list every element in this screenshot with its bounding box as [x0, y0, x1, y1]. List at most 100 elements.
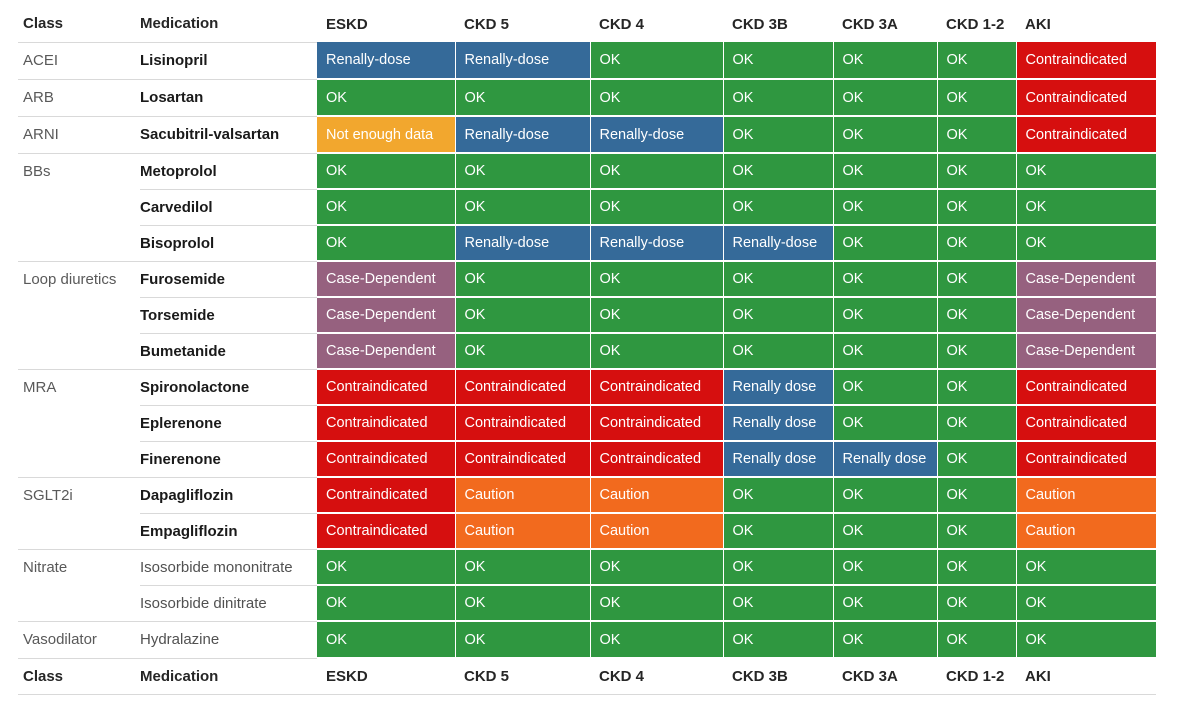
status-cell-ok: OK — [723, 189, 834, 226]
table-row: Bisoprolol OK Renally-dose Renally-dose Rena… — [18, 225, 1157, 262]
table-row: Nitrate Isosorbide mononitrate OK OK OK OK OK O… — [18, 549, 1157, 622]
status-cell-ok: OK — [833, 549, 938, 586]
status-cell-renal: Renally-dose — [455, 116, 591, 154]
table-row: Isosorbide dinitrate OK OK OK OK OK OK OK — [18, 585, 1157, 622]
medication-cell: Metoprolol — [140, 153, 317, 190]
status-cell-ok: OK — [723, 42, 834, 80]
status-cell-ok: OK — [937, 79, 1017, 117]
class-cell: BBs — [18, 153, 140, 262]
class-cell: SGLT2i — [18, 477, 140, 550]
class-cell: ACEI — [18, 42, 140, 80]
status-cell-caution: Caution — [590, 477, 724, 514]
status-cell-ok: OK — [317, 549, 456, 586]
table-row: ARNI Sacubitril-valsartan Not enough data R… — [18, 116, 1157, 154]
status-cell-ok: OK — [317, 79, 456, 117]
table-row: Loop diuretics Furosemide Case-Dependent OK… — [18, 261, 1157, 370]
medication-cell: Empagliflozin — [140, 513, 317, 550]
status-cell-ok: OK — [833, 116, 938, 154]
status-cell-ok: OK — [1016, 549, 1157, 586]
status-cell-ok: OK — [723, 297, 834, 334]
status-cell-ok: OK — [723, 477, 834, 514]
status-cell-ok: OK — [937, 369, 1017, 406]
table-body: ACEI Lisinopril Renally-dose Renally-dose OK… — [18, 42, 1157, 659]
status-cell-ok: OK — [723, 116, 834, 154]
status-cell-ok: OK — [937, 297, 1017, 334]
status-cell-contra: Contraindicated — [317, 441, 456, 478]
status-cell-ok: OK — [833, 79, 938, 117]
medication-cell: Losartan — [140, 79, 317, 117]
status-cell-ok: OK — [937, 549, 1017, 586]
footer-ckd5: CKD 5 — [455, 658, 590, 695]
status-cell-case: Case-Dependent — [1016, 261, 1157, 298]
status-cell-renal: Renally dose — [723, 441, 834, 478]
footer-class: Class — [18, 658, 140, 695]
header-ckd4: CKD 4 — [599, 15, 645, 33]
status-cell-caution: Caution — [455, 513, 591, 550]
status-cell-ok: OK — [723, 153, 834, 190]
status-cell-contra: Contraindicated — [317, 369, 456, 406]
status-cell-case: Case-Dependent — [317, 333, 456, 370]
status-cell-ok: OK — [833, 369, 938, 406]
medication-cell: Sacubitril-valsartan — [140, 116, 317, 154]
status-cell-contra: Contraindicated — [590, 441, 724, 478]
table-row: SGLT2i Dapagliflozin Contraindicated Cautio… — [18, 477, 1157, 550]
table-row: Eplerenone Contraindicated Contraindicated… — [18, 405, 1157, 442]
status-cell-ok: OK — [723, 79, 834, 117]
status-cell-ok: OK — [1016, 153, 1157, 190]
status-cell-contra: Contraindicated — [455, 441, 591, 478]
table-row: BBs Metoprolol OK OK OK OK OK OK OK — [18, 153, 1157, 262]
status-cell-ok: OK — [723, 549, 834, 586]
class-cell: Vasodilator — [18, 621, 140, 659]
header-row: Class Medication ESKD CKD 5 CKD 4 CKD 3B… — [18, 6, 1156, 43]
medication-cell: Finerenone — [140, 441, 317, 478]
status-cell-ok: OK — [937, 153, 1017, 190]
status-cell-contra: Contraindicated — [590, 405, 724, 442]
status-cell-ok: OK — [723, 333, 834, 370]
status-cell-ok: OK — [590, 621, 724, 659]
table-row: MRA Spironolactone Contraindicated Contrain… — [18, 369, 1157, 478]
status-cell-contra: Contraindicated — [317, 513, 456, 550]
status-cell-ok: OK — [590, 42, 724, 80]
status-cell-case: Case-Dependent — [317, 297, 456, 334]
status-cell-ok: OK — [590, 297, 724, 334]
status-cell-contra: Contraindicated — [1016, 405, 1157, 442]
footer-ckd4: CKD 4 — [590, 658, 723, 695]
status-cell-ok: OK — [590, 79, 724, 117]
status-cell-ok: OK — [833, 189, 938, 226]
table-footer: Class Medication ESKD CKD 5 CKD 4 CKD 3B… — [18, 658, 1156, 695]
table-header: Class Medication ESKD CKD 5 CKD 4 CKD 3B… — [18, 6, 1156, 43]
medication-cell: Hydralazine — [140, 621, 317, 659]
status-cell-renal: Renally dose — [723, 405, 834, 442]
status-cell-caution: Caution — [590, 513, 724, 550]
status-cell-contra: Contraindicated — [590, 369, 724, 406]
header-ckd5: CKD 5 — [464, 15, 510, 33]
status-cell-ok: OK — [833, 333, 938, 370]
status-cell-ok: OK — [455, 297, 591, 334]
status-cell-renal: Renally-dose — [455, 225, 591, 262]
class-cell: ARB — [18, 79, 140, 117]
status-cell-caution: Caution — [455, 477, 591, 514]
status-cell-ok: OK — [833, 153, 938, 190]
table-row: Vasodilator Hydralazine OK OK OK OK OK OK OK — [18, 621, 1157, 659]
status-cell-ok: OK — [590, 189, 724, 226]
status-cell-renal: Renally-dose — [455, 42, 591, 80]
status-cell-ok: OK — [937, 621, 1017, 659]
status-cell-ok: OK — [833, 225, 938, 262]
medication-ckd-table: Class Medication ESKD CKD 5 CKD 4 CKD 3B… — [18, 6, 1157, 695]
status-cell-ok: OK — [590, 153, 724, 190]
status-cell-renal: Renally-dose — [590, 225, 724, 262]
status-cell-ok: OK — [317, 621, 456, 659]
status-cell-ok: OK — [937, 261, 1017, 298]
status-cell-ok: OK — [937, 513, 1017, 550]
status-cell-ok: OK — [455, 585, 591, 622]
header-ckd3a: CKD 3A — [842, 15, 898, 33]
status-cell-ok: OK — [937, 42, 1017, 80]
footer-ckd3b: CKD 3B — [723, 658, 833, 695]
status-cell-ok: OK — [723, 585, 834, 622]
class-cell: Nitrate — [18, 549, 140, 622]
medication-cell: Isosorbide dinitrate — [140, 585, 317, 622]
table-row: Finerenone Contraindicated Contraindicated… — [18, 441, 1157, 478]
status-cell-renal: Renally-dose — [317, 42, 456, 80]
status-cell-renal: Renally dose — [833, 441, 938, 478]
status-cell-ok: OK — [455, 189, 591, 226]
